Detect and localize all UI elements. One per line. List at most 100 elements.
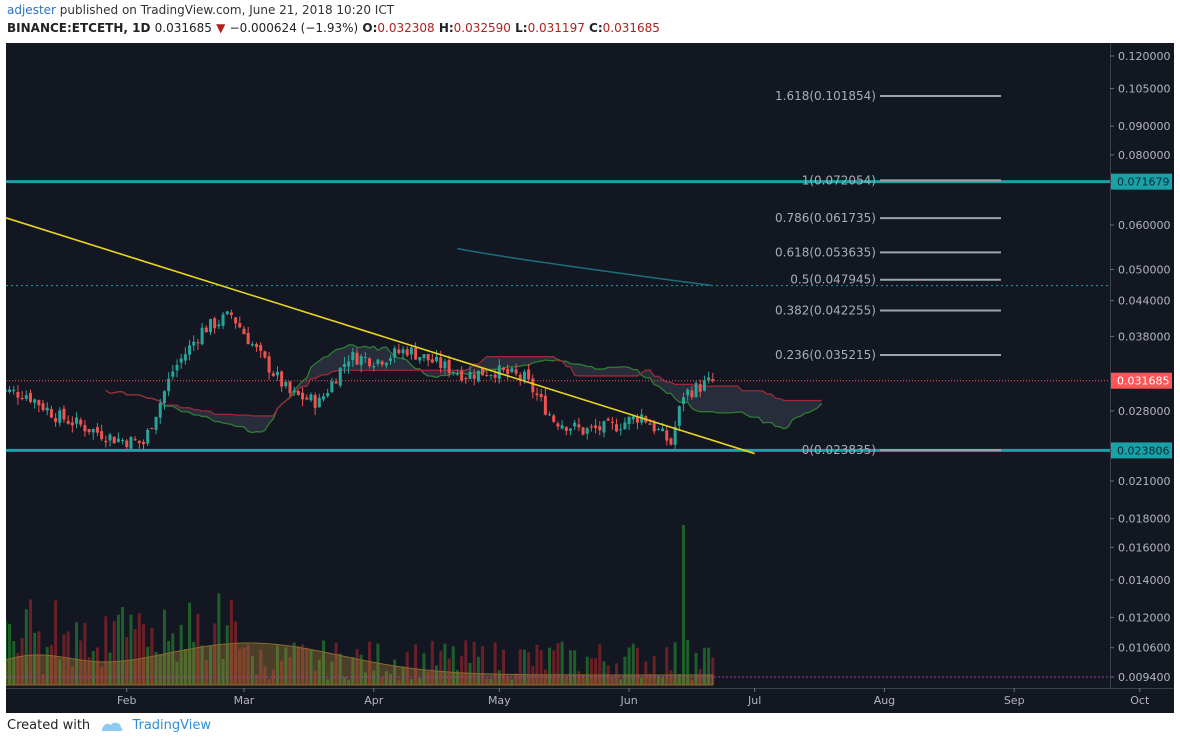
fib-level-label: 0.382(0.042255) <box>775 304 876 318</box>
candle-body <box>447 359 451 374</box>
volume-bar <box>158 653 162 685</box>
volume-bar <box>242 647 246 685</box>
author-link[interactable]: adjester <box>7 3 56 17</box>
fib-level-label: 1.618(0.101854) <box>775 89 876 103</box>
fib-level-label: 0.618(0.053635) <box>775 245 876 259</box>
volume-bar <box>422 653 426 685</box>
price-tick-label: 0.050000 <box>1118 263 1171 276</box>
tradingview-brand-link[interactable]: TradingView <box>132 718 211 733</box>
candle-body <box>426 354 430 361</box>
volume-bar <box>108 652 112 685</box>
volume-bar <box>481 646 485 685</box>
candle-body <box>409 347 413 355</box>
candle-body <box>91 429 95 433</box>
volume-bar <box>372 670 376 685</box>
volume-bar <box>37 631 41 685</box>
volume-bar <box>255 674 259 685</box>
candle-body <box>334 381 338 384</box>
volume-bar <box>648 673 652 685</box>
volume-bar <box>556 643 560 685</box>
candle-body <box>188 345 192 355</box>
candle-body <box>3 389 7 392</box>
candle-body <box>12 389 16 392</box>
volume-bar <box>87 657 91 685</box>
volume-bar <box>167 640 171 685</box>
volume-bar <box>665 647 669 685</box>
volume-bar <box>418 678 422 685</box>
volume-bar <box>368 641 372 685</box>
candle-body <box>401 349 405 354</box>
chart-container[interactable]: 1.618(0.101854) 1(0.072054) 0.786(0.061735… <box>0 43 1174 713</box>
candle-body <box>104 440 108 443</box>
candle-body <box>535 393 539 396</box>
candle-body <box>439 357 443 369</box>
time-tick-label: Jun <box>619 694 637 707</box>
volume-bar <box>49 645 53 685</box>
candle-body <box>75 417 79 424</box>
candle-body <box>627 416 631 425</box>
candle-body <box>372 366 376 368</box>
volume-bar <box>137 613 141 685</box>
volume-bar <box>54 600 58 685</box>
candle-body <box>652 422 656 432</box>
volume-bar <box>635 647 639 685</box>
candle-body <box>506 368 510 374</box>
candle-body <box>347 361 351 367</box>
volume-bar <box>468 662 472 685</box>
candle-body <box>100 431 104 440</box>
candle-body <box>694 383 698 397</box>
volume-bar <box>284 647 288 685</box>
open-value: 0.032308 <box>377 21 435 35</box>
candle-body <box>20 397 24 400</box>
volume-bar <box>702 647 706 685</box>
candle-body <box>707 377 711 381</box>
price-label-text: 0.023806 <box>1117 444 1170 457</box>
volume-bar <box>292 642 296 685</box>
volume-bar <box>598 644 602 685</box>
volume-bar <box>359 654 363 685</box>
volume-bar <box>631 643 635 685</box>
candle-body <box>435 356 439 362</box>
candle-body <box>221 314 225 326</box>
candle-body <box>229 312 233 316</box>
volume-bar <box>20 637 24 685</box>
candle-body <box>393 348 397 358</box>
candle-body <box>414 347 418 360</box>
time-tick-label: Oct <box>1130 694 1150 707</box>
candle-body <box>388 358 392 362</box>
candle-body <box>322 396 326 400</box>
volume-bar <box>154 651 158 685</box>
candle-body <box>70 422 74 426</box>
candle-body <box>33 399 37 403</box>
price-label-box <box>1111 442 1172 459</box>
candle-body <box>702 380 706 391</box>
volume-bar <box>334 642 338 685</box>
candle-body <box>66 420 70 424</box>
volume-bar <box>430 640 434 685</box>
volume-bar <box>518 649 522 685</box>
candle-body <box>37 400 41 406</box>
candle-body <box>154 416 158 430</box>
candle-body <box>548 414 552 416</box>
candle-body <box>246 332 250 345</box>
candle-body <box>648 423 652 425</box>
publish-info: adjester published on TradingView.com, J… <box>7 3 394 17</box>
candle-body <box>45 407 49 411</box>
candle-body <box>589 426 593 428</box>
candle-body <box>116 438 120 442</box>
candle-body <box>384 362 388 366</box>
volume-bar <box>309 649 313 685</box>
candle-body <box>125 440 129 448</box>
volume-bar <box>188 602 192 685</box>
candle-body <box>363 357 367 359</box>
volume-bar <box>686 640 690 685</box>
volume-bar <box>305 647 309 685</box>
volume-bar <box>91 651 95 685</box>
time-tick-label: Mar <box>234 694 255 707</box>
symbol-info: BINANCE:ETCETH, 1D 0.031685 ▼ −0.000624 … <box>7 21 660 35</box>
volume-bar <box>217 593 221 685</box>
volume-bar <box>476 656 480 685</box>
price-chart[interactable]: 1.618(0.101854) 1(0.072054) 0.786(0.061735… <box>0 43 1174 713</box>
volume-bar <box>435 665 439 685</box>
created-with-text: Created with <box>7 718 91 733</box>
